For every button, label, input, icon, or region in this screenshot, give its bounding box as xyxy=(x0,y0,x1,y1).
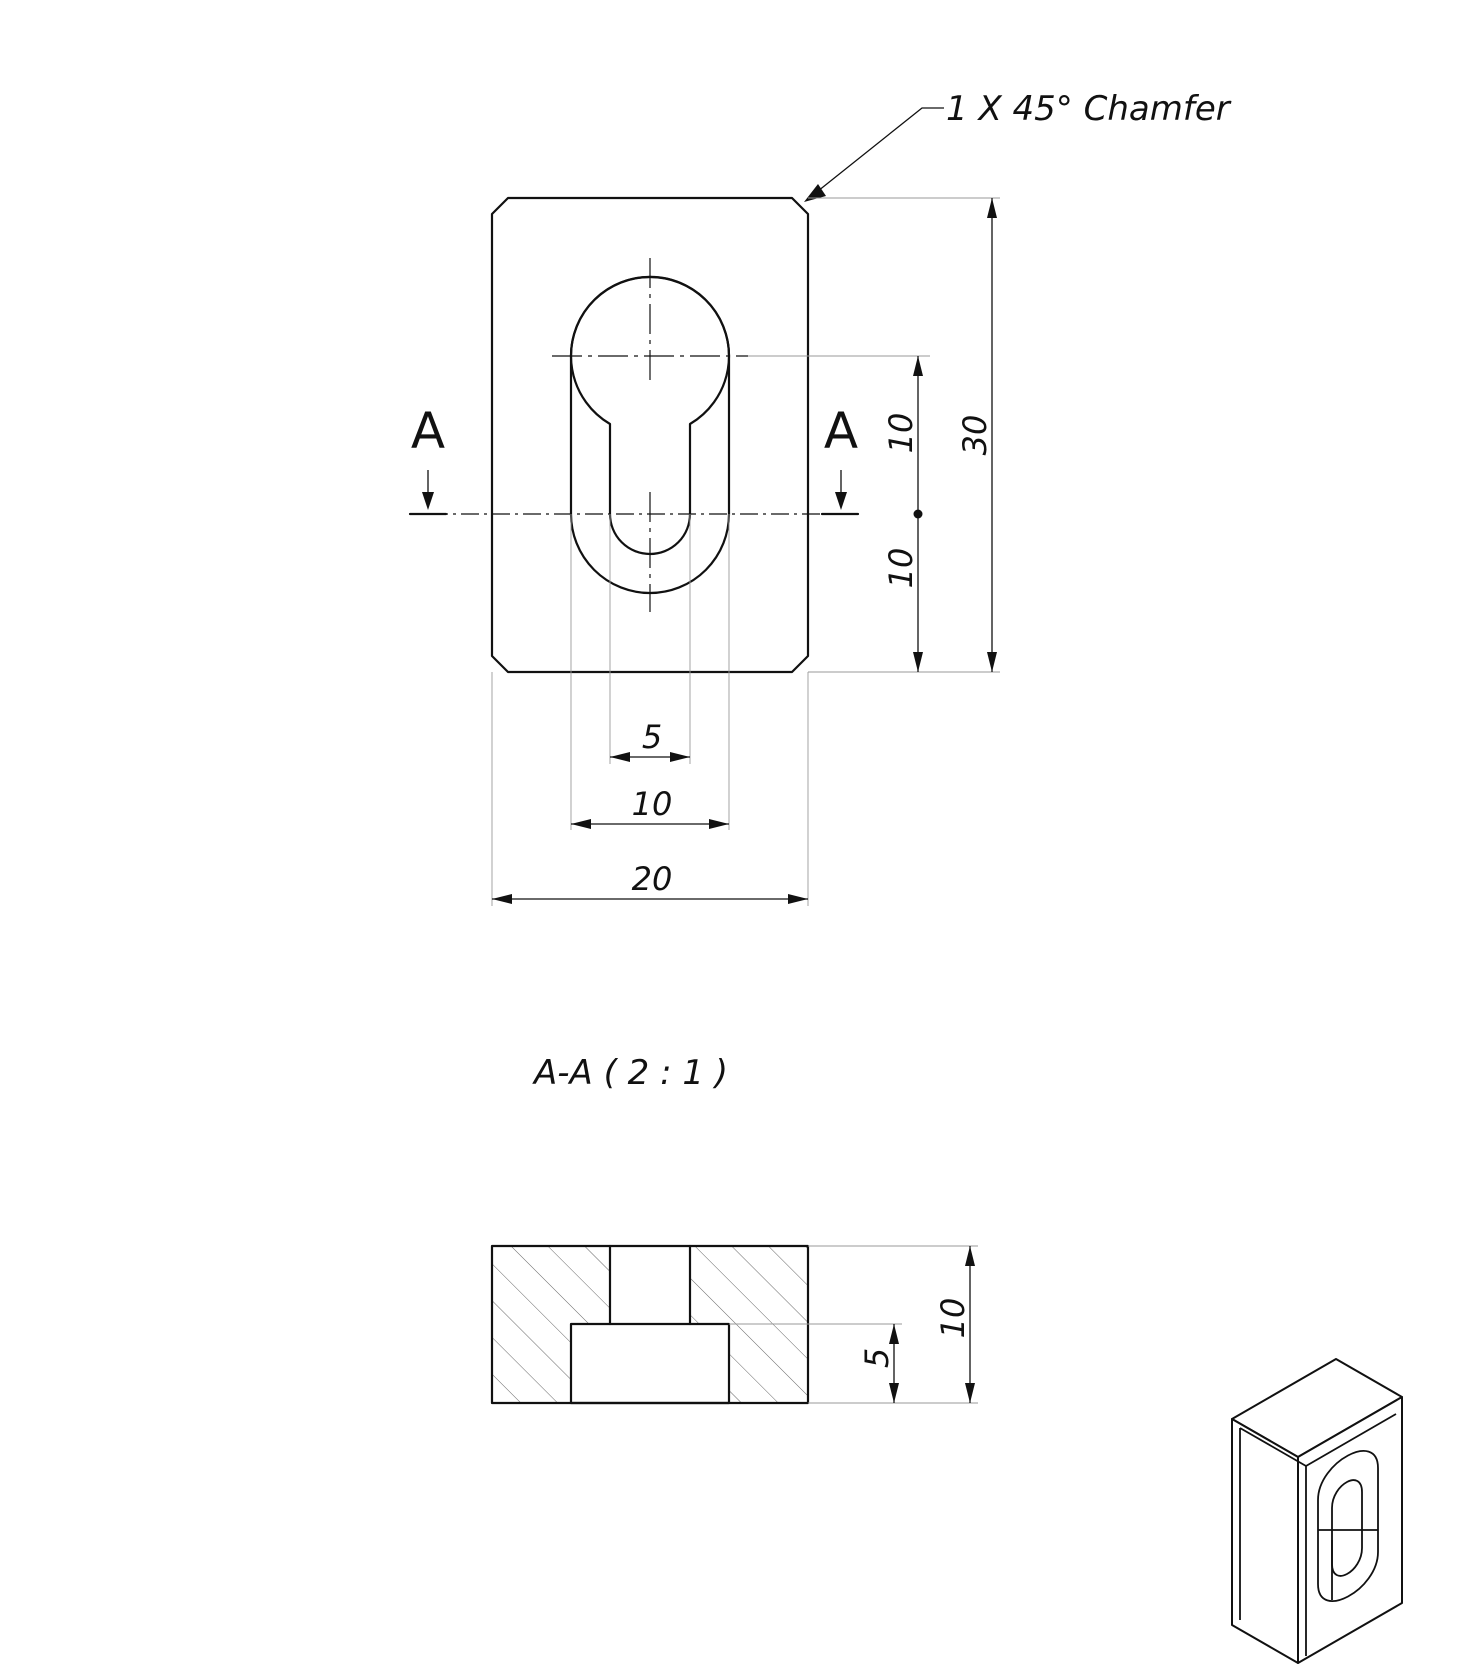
dim-arrow-section-depth-bottom xyxy=(965,1383,975,1403)
isometric-view xyxy=(1231,1358,1403,1664)
dim-arrow-width-left xyxy=(492,894,512,904)
dim-arrow-section-step-top xyxy=(889,1324,899,1344)
section-arrow-left-head xyxy=(422,492,434,510)
dim-arrow-slot-left xyxy=(571,819,591,829)
chamfer-leader-arrow xyxy=(804,184,826,202)
dim-arrow-inner-left xyxy=(610,752,630,762)
dim-arrow-inner-right xyxy=(670,752,690,762)
dim-overall-width: 20 xyxy=(632,860,673,898)
dim-arrow-lower-bottom xyxy=(913,652,923,672)
iso-inner-slot xyxy=(1331,1479,1363,1577)
iso-chamfer-edge-top xyxy=(1239,1427,1307,1467)
dim-arrow-section-depth-top xyxy=(965,1246,975,1266)
iso-outer-slot xyxy=(1317,1450,1379,1602)
section-label-right: A xyxy=(824,402,858,460)
dim-section-total-depth: 10 xyxy=(934,1298,972,1339)
dim-section-step-depth: 5 xyxy=(858,1348,896,1368)
section-view: 10 5 xyxy=(490,1244,978,1405)
dim-lower-offset: 10 xyxy=(882,548,920,589)
part-outline xyxy=(490,196,810,674)
chamfer-note: 1 X 45° Chamfer xyxy=(946,89,1232,129)
top-view: A A 1 X 45° Chamfer 30 10 10 5 xyxy=(408,89,1232,906)
section-arrow-right-head xyxy=(835,492,847,510)
dim-arrow-overall-height-bottom xyxy=(987,652,997,672)
dim-upper-offset: 10 xyxy=(882,413,920,454)
section-title: A-A ( 2 : 1 ) xyxy=(532,1053,728,1093)
dim-arrow-section-step-bottom xyxy=(889,1383,899,1403)
dim-inner-slot-width: 5 xyxy=(642,718,662,756)
dim-overall-height: 30 xyxy=(956,415,994,456)
dim-arrow-width-right xyxy=(788,894,808,904)
dim-outer-slot-width: 10 xyxy=(632,785,673,823)
section-label-left: A xyxy=(411,402,445,460)
dim-arrow-overall-height-top xyxy=(987,198,997,218)
section-counterbore xyxy=(569,1322,731,1405)
iso-chamfer-edge-top-rear xyxy=(1305,1413,1397,1467)
keyhole-cut xyxy=(569,275,731,556)
chamfer-leader-line xyxy=(807,107,944,200)
dim-arrow-upper-top xyxy=(913,356,923,376)
dim-origin-dot xyxy=(913,509,923,519)
dim-arrow-slot-right xyxy=(709,819,729,829)
